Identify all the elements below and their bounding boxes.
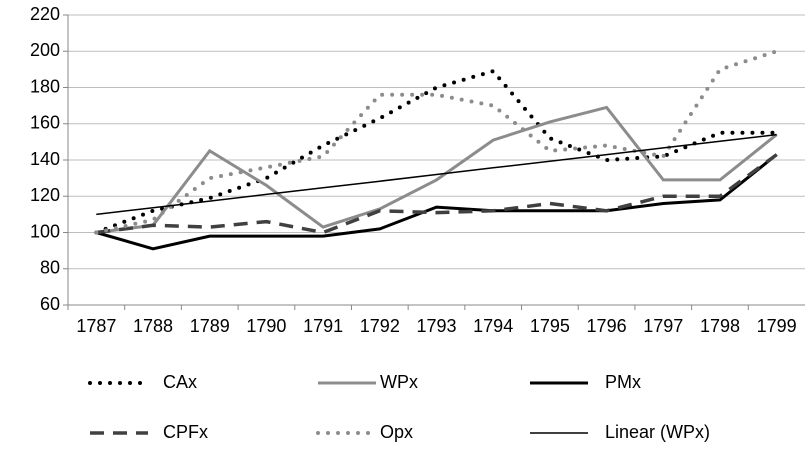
x-tick-label: 1792: [360, 316, 400, 336]
y-tick-label: 60: [40, 294, 60, 314]
x-tick-label: 1790: [246, 316, 286, 336]
series-line: [94, 49, 779, 235]
y-tick-label: 100: [30, 221, 60, 241]
series-line: [94, 68, 779, 235]
x-tick-label: 1789: [190, 316, 230, 336]
y-tick-label: 140: [30, 149, 60, 169]
x-tick-label: 1797: [643, 316, 683, 336]
y-tick-label: 220: [30, 4, 60, 24]
x-tick-label: 1791: [303, 316, 343, 336]
y-tick-label: 80: [40, 258, 60, 278]
legend-label: Linear (WPx): [605, 422, 710, 442]
y-tick-label: 200: [30, 40, 60, 60]
legend-label: PMx: [605, 372, 641, 392]
legend-label: CAx: [163, 372, 197, 392]
x-tick-label: 1795: [530, 316, 570, 336]
y-tick-label: 120: [30, 185, 60, 205]
x-tick-label: 1793: [416, 316, 456, 336]
legend-label: WPx: [380, 372, 418, 392]
legend-label: Opx: [380, 422, 413, 442]
x-tick-label: 1796: [587, 316, 627, 336]
series-line: [96, 105, 778, 234]
series-line: [95, 153, 778, 251]
y-tick-label: 180: [30, 76, 60, 96]
legend-label: CPFx: [163, 422, 208, 442]
x-tick-label: 1787: [76, 316, 116, 336]
x-tick-label: 1794: [473, 316, 513, 336]
x-tick-label: 1788: [133, 316, 173, 336]
y-tick-label: 160: [30, 113, 60, 133]
x-tick-label: 1798: [700, 316, 740, 336]
x-tick-label: 1799: [757, 316, 797, 336]
series-line: [96, 153, 778, 235]
series-line: [96, 133, 777, 216]
